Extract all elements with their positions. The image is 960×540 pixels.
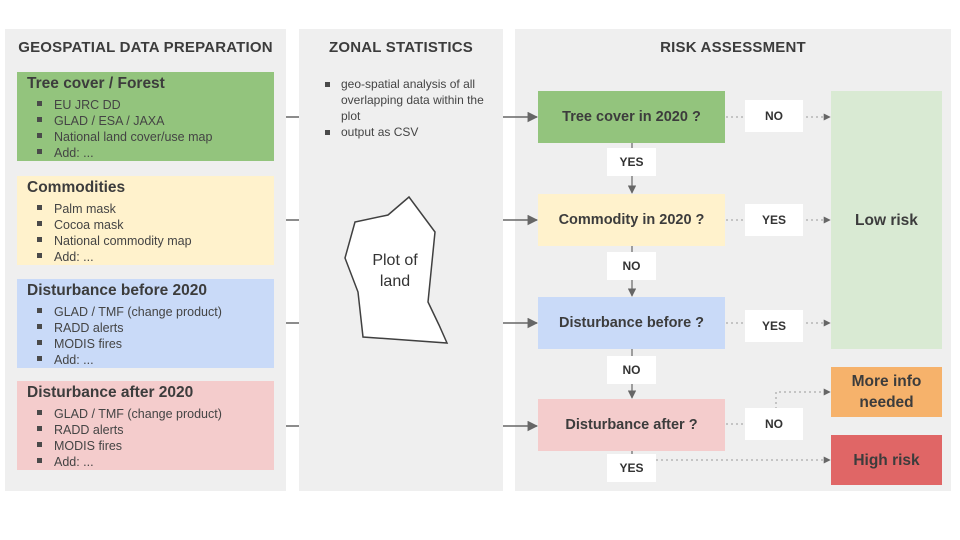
plot-of-land-label: Plot of land bbox=[372, 252, 418, 290]
zonal-statistics-item: output as CSV bbox=[325, 124, 495, 140]
answer-label-q1-side: NO bbox=[745, 100, 803, 132]
source-disturbance-before: Disturbance before 2020 GLAD / TMF (chan… bbox=[17, 279, 274, 368]
outcome-low-risk: Low risk bbox=[831, 91, 942, 349]
answer-label-q4-down: YES bbox=[607, 454, 656, 482]
source-item: GLAD / ESA / JAXA bbox=[37, 113, 212, 129]
source-item: Palm mask bbox=[37, 201, 192, 217]
source-item: MODIS fires bbox=[37, 336, 222, 352]
source-item: Add: ... bbox=[37, 454, 222, 470]
source-list: Palm mask Cocoa mask National commodity … bbox=[37, 201, 192, 265]
source-item: Add: ... bbox=[37, 352, 222, 368]
answer-label-q3-side: YES bbox=[745, 310, 803, 342]
source-item: GLAD / TMF (change product) bbox=[37, 304, 222, 320]
answer-label-q2-side: YES bbox=[745, 204, 803, 236]
source-item: National commodity map bbox=[37, 233, 192, 249]
source-item: RADD alerts bbox=[37, 320, 222, 336]
source-item: EU JRC DD bbox=[37, 97, 212, 113]
question-tree-cover: Tree cover in 2020 ? bbox=[538, 91, 725, 143]
source-item: National land cover/use map bbox=[37, 129, 212, 145]
answer-label-q2-down: NO bbox=[607, 252, 656, 280]
zonal-statistics-heading: ZONAL STATISTICS bbox=[328, 39, 474, 56]
source-list: GLAD / TMF (change product) RADD alerts … bbox=[37, 406, 222, 470]
answer-label-q4-side: NO bbox=[745, 408, 803, 440]
source-tree-cover: Tree cover / Forest EU JRC DD GLAD / ESA… bbox=[17, 72, 274, 161]
source-item: Add: ... bbox=[37, 249, 192, 265]
source-item: GLAD / TMF (change product) bbox=[37, 406, 222, 422]
question-commodity: Commodity in 2020 ? bbox=[538, 194, 725, 246]
outcome-more-info-needed: More info needed bbox=[831, 367, 942, 417]
source-title: Disturbance before 2020 bbox=[27, 282, 208, 299]
plot-of-land-shape bbox=[344, 195, 449, 344]
risk-assessment-heading: RISK ASSESSMENT bbox=[660, 39, 806, 56]
data-preparation-heading: GEOSPATIAL DATA PREPARATION bbox=[18, 39, 273, 56]
source-item: Add: ... bbox=[37, 145, 212, 161]
question-disturbance-before: Disturbance before ? bbox=[538, 297, 725, 349]
source-list: EU JRC DD GLAD / ESA / JAXA National lan… bbox=[37, 97, 212, 161]
answer-label-q1-down: YES bbox=[607, 148, 656, 176]
source-disturbance-after: Disturbance after 2020 GLAD / TMF (chang… bbox=[17, 381, 274, 470]
zonal-statistics-list: geo-spatial analysis of all overlapping … bbox=[325, 76, 495, 140]
question-disturbance-after: Disturbance after ? bbox=[538, 399, 725, 451]
source-item: RADD alerts bbox=[37, 422, 222, 438]
source-title: Tree cover / Forest bbox=[27, 75, 165, 92]
answer-label-q3-down: NO bbox=[607, 356, 656, 384]
source-list: GLAD / TMF (change product) RADD alerts … bbox=[37, 304, 222, 368]
source-title: Commodities bbox=[27, 179, 126, 196]
source-item: Cocoa mask bbox=[37, 217, 192, 233]
outcome-high-risk: High risk bbox=[831, 435, 942, 485]
zonal-statistics-item: geo-spatial analysis of all overlapping … bbox=[325, 76, 495, 124]
source-item: MODIS fires bbox=[37, 438, 222, 454]
source-commodities: Commodities Palm mask Cocoa mask Nationa… bbox=[17, 176, 274, 265]
source-title: Disturbance after 2020 bbox=[27, 384, 194, 401]
